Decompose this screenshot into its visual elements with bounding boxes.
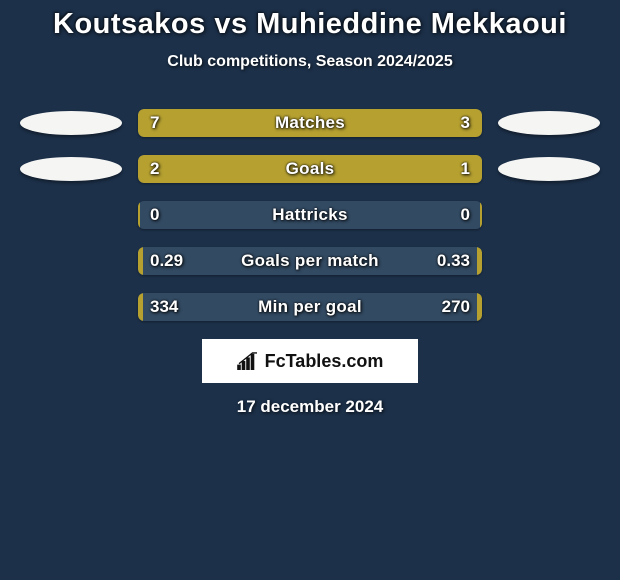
page-title: Koutsakos vs Muhieddine Mekkaoui [0,8,620,41]
comparison-infographic: Koutsakos vs Muhieddine Mekkaoui Club co… [0,0,620,580]
stat-bar: 00Hattricks [138,201,482,229]
brand-badge: FcTables.com [202,339,418,383]
team-right-marker [498,111,600,135]
stat-row: 73Matches [0,109,620,137]
stat-label: Goals per match [138,247,482,275]
stat-label: Hattricks [138,201,482,229]
bars-chart-icon [237,352,259,370]
stat-bar: 0.290.33Goals per match [138,247,482,275]
brand-text: FcTables.com [265,351,384,372]
date-label: 17 december 2024 [0,397,620,417]
stat-bar: 334270Min per goal [138,293,482,321]
stat-row: 334270Min per goal [0,293,620,321]
stat-bar: 73Matches [138,109,482,137]
brand-label: FcTables.com [237,351,384,372]
stat-row: 00Hattricks [0,201,620,229]
team-left-marker [20,157,122,181]
stat-label: Goals [138,155,482,183]
team-left-marker [20,111,122,135]
page-subtitle: Club competitions, Season 2024/2025 [0,53,620,71]
stat-row: 21Goals [0,155,620,183]
team-right-marker [498,157,600,181]
stat-bar: 21Goals [138,155,482,183]
stat-row: 0.290.33Goals per match [0,247,620,275]
stats-list: 73Matches 21Goals 00Hattricks 0.290.33Goals… [0,109,620,321]
stat-label: Matches [138,109,482,137]
stat-label: Min per goal [138,293,482,321]
